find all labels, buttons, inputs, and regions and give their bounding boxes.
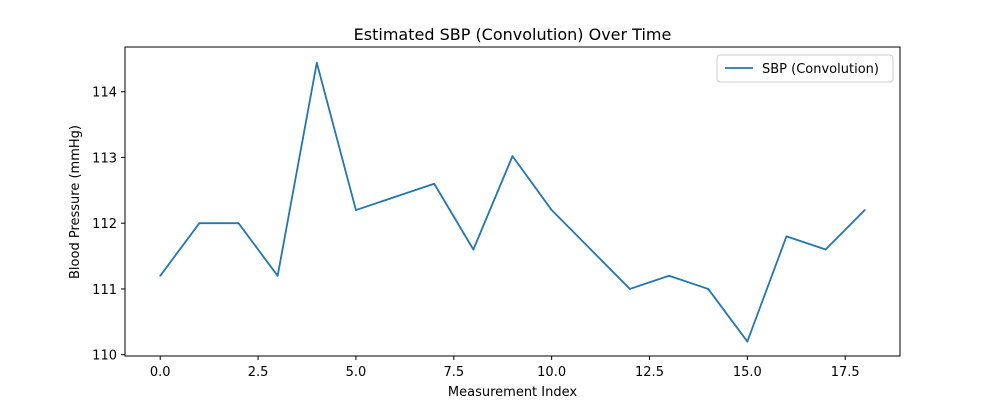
chart-title: Estimated SBP (Convolution) Over Time bbox=[354, 25, 672, 44]
legend: SBP (Convolution) bbox=[716, 54, 894, 83]
x-tick-label: 10.0 bbox=[537, 365, 566, 380]
series-line bbox=[159, 61, 866, 343]
data-point bbox=[824, 248, 827, 251]
y-tick-label: 114 bbox=[92, 86, 117, 101]
legend-label: SBP (Convolution) bbox=[762, 62, 879, 77]
data-point bbox=[159, 274, 162, 277]
y-axis-ticks: 110 111 112 113 114 bbox=[92, 86, 125, 364]
data-point bbox=[472, 248, 475, 251]
data-point bbox=[315, 61, 318, 64]
y-tick-label: 110 bbox=[92, 349, 117, 364]
data-point bbox=[550, 209, 553, 211]
data-point bbox=[355, 209, 357, 211]
data-point bbox=[511, 155, 514, 158]
y-tick-label: 113 bbox=[92, 151, 117, 166]
data-point bbox=[433, 182, 436, 185]
data-point bbox=[785, 235, 788, 238]
data-point bbox=[394, 195, 396, 198]
x-tick-label: 5.0 bbox=[346, 365, 367, 380]
legend-box bbox=[716, 54, 894, 83]
x-tick-label: 15.0 bbox=[733, 365, 762, 380]
x-axis-ticks: 0.0 2.5 5.0 7.5 10.0 12.5 15.0 17.5 bbox=[150, 356, 860, 380]
data-point bbox=[237, 222, 240, 225]
data-point bbox=[589, 248, 592, 251]
series-layer bbox=[159, 61, 866, 343]
data-point bbox=[707, 288, 710, 290]
data-point bbox=[198, 222, 201, 225]
data-point bbox=[668, 274, 670, 277]
data-point bbox=[746, 340, 749, 343]
x-tick-label: 0.0 bbox=[150, 365, 171, 380]
data-point bbox=[276, 274, 279, 277]
data-point bbox=[863, 209, 866, 211]
x-tick-label: 7.5 bbox=[443, 365, 464, 380]
y-tick-label: 112 bbox=[92, 217, 117, 232]
y-tick-label: 111 bbox=[92, 283, 117, 298]
x-tick-label: 12.5 bbox=[635, 365, 664, 380]
x-tick-label: 2.5 bbox=[248, 365, 269, 380]
plot-frame bbox=[124, 46, 901, 357]
x-tick-label: 17.5 bbox=[831, 365, 860, 380]
data-point bbox=[629, 288, 631, 290]
y-axis-label: Blood Pressure (mmHg) bbox=[68, 125, 83, 279]
x-axis-label: Measurement Index bbox=[448, 385, 577, 400]
